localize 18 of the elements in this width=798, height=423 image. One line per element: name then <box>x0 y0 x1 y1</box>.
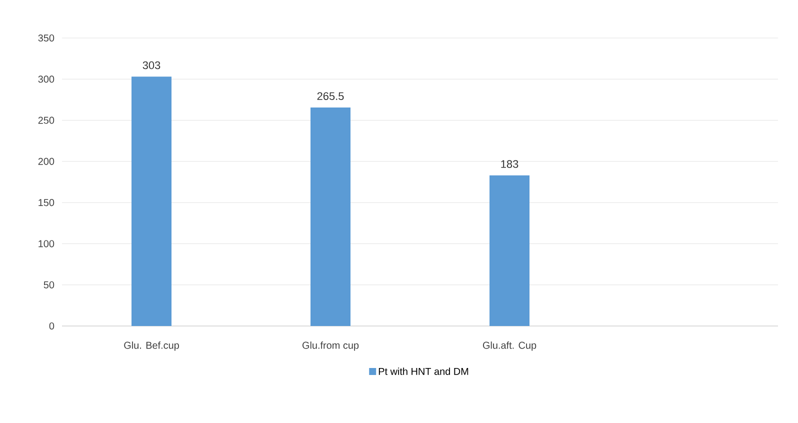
data-label: 265.5 <box>317 92 344 100</box>
bar <box>310 108 351 326</box>
y-tick-label: 0 <box>49 322 54 330</box>
bar <box>132 76 172 326</box>
x-tick-label: Glu.aft. Cup <box>482 342 536 351</box>
data-label: 183 <box>501 160 518 168</box>
y-tick-label: 350 <box>38 34 54 42</box>
x-tick-label: Glu.from cup <box>302 342 359 351</box>
bar <box>490 175 530 326</box>
y-tick-label: 300 <box>38 76 54 83</box>
y-tick-label: 100 <box>38 240 54 248</box>
y-tick-label: 50 <box>44 281 54 288</box>
x-tick-label: Glu. Bef.cup <box>124 342 179 351</box>
y-tick-label: 150 <box>38 199 54 206</box>
data-label: 303 <box>142 61 160 70</box>
legend-label: Pt with HNT and DM <box>378 368 468 375</box>
y-tick-label: 250 <box>38 116 54 124</box>
y-tick-label: 200 <box>38 158 54 165</box>
